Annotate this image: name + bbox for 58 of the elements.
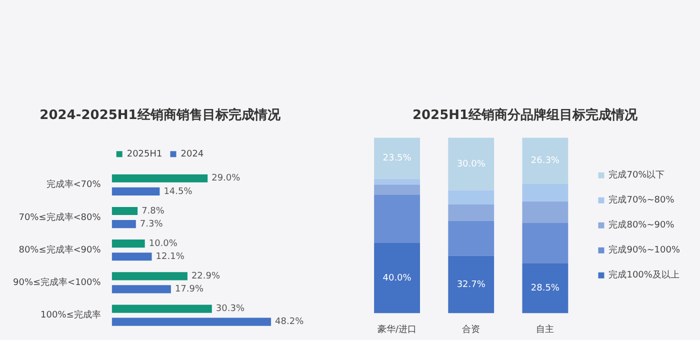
legend-label: 2025H1 [126, 149, 162, 160]
x-tick-label: 自主 [536, 324, 554, 335]
data-label: 29.0% [212, 174, 241, 184]
data-label: 22.9% [191, 272, 220, 282]
data-label: 7.8% [142, 206, 165, 216]
bar [522, 184, 568, 202]
y-tick-label: 完成率<70% [46, 179, 102, 190]
bar [374, 194, 420, 243]
data-label: 23.5% [382, 154, 412, 164]
bar [374, 242, 420, 314]
bar [522, 201, 568, 223]
legend-label: 完成80%~90% [608, 220, 675, 231]
bar [112, 318, 272, 326]
data-label: 28.5% [530, 284, 560, 294]
bar [522, 263, 568, 314]
bar [112, 285, 171, 294]
bar [448, 256, 494, 314]
data-label: 48.2% [275, 317, 304, 328]
bar [448, 204, 494, 221]
y-tick-label: 90%≤完成率<100% [12, 277, 102, 288]
data-label: 40.0% [382, 273, 412, 284]
bar [112, 206, 138, 216]
bar [112, 240, 145, 248]
bar [448, 138, 494, 190]
bar [522, 138, 568, 184]
bar [112, 187, 160, 196]
data-label: 30.3% [216, 304, 245, 314]
bar [112, 272, 188, 280]
legend-label: 完成70%以下 [608, 170, 665, 181]
bar [112, 304, 212, 313]
legend-label: 完成70%~80% [608, 194, 675, 206]
bar [112, 252, 152, 261]
legend-label: 2024 [180, 149, 204, 160]
bar [448, 220, 494, 256]
y-tick-label: 100%≤完成率 [40, 310, 101, 321]
y-tick-label: 70%≤完成率<80% [18, 212, 102, 223]
data-label: 26.3% [530, 156, 560, 166]
legend-label: 完成100%及以上 [608, 270, 680, 281]
data-label: 7.3% [140, 219, 164, 230]
x-tick-label: 合资 [462, 324, 480, 335]
data-label: 14.5% [164, 186, 193, 197]
legend-label: 完成90%~100% [608, 244, 680, 256]
chart-title: 2024-2025H1经销商销售目标完成情况 [40, 107, 282, 124]
data-label: 10.0% [148, 238, 178, 249]
data-label: 30.0% [456, 159, 486, 170]
data-label: 17.9% [174, 284, 204, 295]
bar [448, 190, 494, 205]
bar [374, 138, 420, 179]
bar [374, 184, 420, 195]
bar [522, 222, 568, 264]
bar [374, 178, 420, 185]
y-tick-label: 80%≤完成率<90% [18, 244, 102, 256]
data-label: 12.1% [156, 252, 185, 262]
data-label: 32.7% [456, 280, 486, 290]
chart-title: 2025H1经销商分品牌组目标完成情况 [412, 107, 639, 124]
bar [112, 220, 136, 228]
bar [112, 174, 208, 182]
x-tick-label: 豪华/进口 [378, 324, 417, 335]
